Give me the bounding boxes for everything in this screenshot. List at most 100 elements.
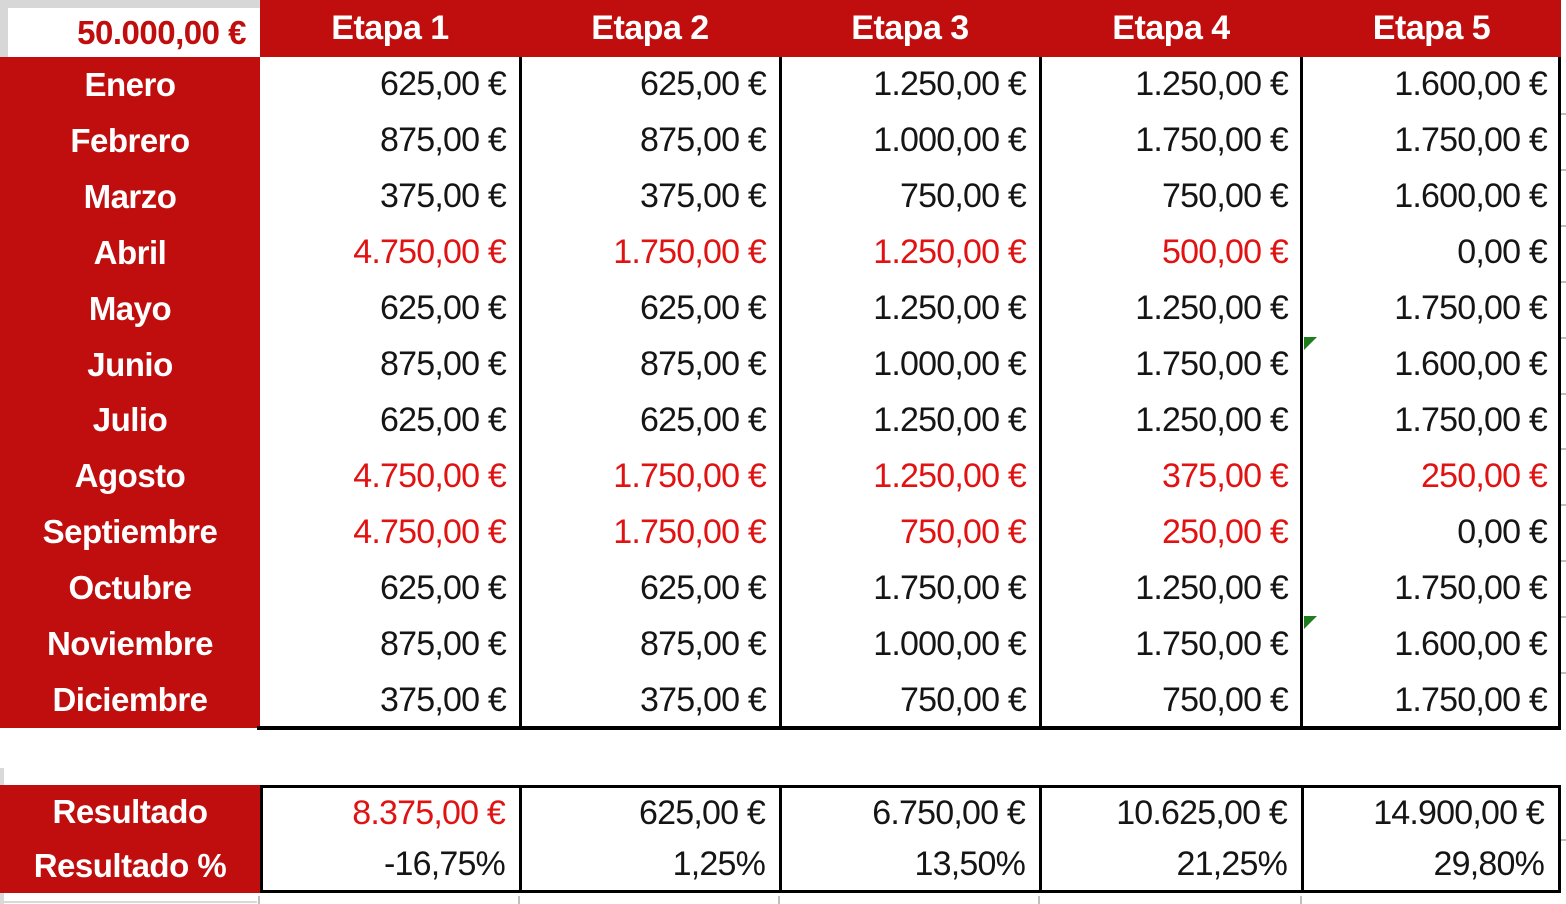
row-header-month[interactable]: Julio bbox=[0, 393, 260, 449]
budget-cell[interactable]: 50.000,00 € bbox=[8, 8, 260, 57]
cell-octubre-etapa4[interactable]: 1.250,00 € bbox=[1040, 560, 1302, 616]
result-total-etapa5[interactable]: 14.900,00 € bbox=[1301, 788, 1558, 839]
result-pct-etapa5[interactable]: 29,80% bbox=[1301, 839, 1558, 890]
cell-value: 250,00 € bbox=[1421, 456, 1548, 495]
cell-octubre-etapa2[interactable]: 625,00 € bbox=[520, 560, 780, 616]
cell-febrero-etapa5[interactable]: 1.750,00 € bbox=[1302, 113, 1561, 169]
cell-noviembre-etapa5[interactable]: 1.600,00 € bbox=[1302, 616, 1561, 672]
column-header-etapa5[interactable]: Etapa 5 bbox=[1302, 0, 1561, 57]
cell-agosto-etapa3[interactable]: 1.250,00 € bbox=[780, 448, 1040, 504]
result-pct-etapa4[interactable]: 21,25% bbox=[1039, 839, 1301, 890]
cell-febrero-etapa1[interactable]: 875,00 € bbox=[260, 113, 520, 169]
cell-value: 1.250,00 € bbox=[873, 65, 1027, 104]
cell-enero-etapa3[interactable]: 1.250,00 € bbox=[780, 57, 1040, 113]
cell-value: 1.750,00 € bbox=[873, 568, 1027, 607]
cell-enero-etapa2[interactable]: 625,00 € bbox=[520, 57, 780, 113]
results-row-header[interactable]: Resultado bbox=[0, 785, 260, 839]
row-header-month[interactable]: Diciembre bbox=[0, 672, 260, 728]
column-header-etapa1[interactable]: Etapa 1 bbox=[260, 0, 520, 57]
cell-value: 750,00 € bbox=[900, 177, 1027, 216]
column-header-etapa3[interactable]: Etapa 3 bbox=[780, 0, 1040, 57]
cell-octubre-etapa3[interactable]: 1.750,00 € bbox=[780, 560, 1040, 616]
cell-septiembre-etapa5[interactable]: 0,00 € bbox=[1302, 504, 1561, 560]
cell-noviembre-etapa1[interactable]: 875,00 € bbox=[260, 616, 520, 672]
cell-enero-etapa1[interactable]: 625,00 € bbox=[260, 57, 520, 113]
cell-junio-etapa5[interactable]: 1.600,00 € bbox=[1302, 336, 1561, 393]
cell-noviembre-etapa4[interactable]: 1.750,00 € bbox=[1040, 616, 1302, 672]
result-pct-etapa2[interactable]: 1,25% bbox=[519, 839, 779, 890]
cell-abril-etapa3[interactable]: 1.250,00 € bbox=[780, 225, 1040, 281]
cell-value: 1.000,00 € bbox=[873, 345, 1027, 384]
cell-mayo-etapa3[interactable]: 1.250,00 € bbox=[780, 281, 1040, 337]
cell-noviembre-etapa3[interactable]: 1.000,00 € bbox=[780, 616, 1040, 672]
cell-marzo-etapa1[interactable]: 375,00 € bbox=[260, 169, 520, 225]
results-pct-row-header[interactable]: Resultado % bbox=[0, 839, 260, 893]
cell-abril-etapa4[interactable]: 500,00 € bbox=[1040, 225, 1302, 281]
cell-septiembre-etapa4[interactable]: 250,00 € bbox=[1040, 504, 1302, 560]
column-header-etapa2[interactable]: Etapa 2 bbox=[520, 0, 780, 57]
cell-julio-etapa2[interactable]: 625,00 € bbox=[520, 393, 780, 449]
cell-marzo-etapa3[interactable]: 750,00 € bbox=[780, 169, 1040, 225]
result-total-etapa2[interactable]: 625,00 € bbox=[519, 788, 779, 839]
cell-diciembre-etapa3[interactable]: 750,00 € bbox=[780, 672, 1040, 728]
cell-junio-etapa2[interactable]: 875,00 € bbox=[520, 337, 780, 393]
row-header-month[interactable]: Septiembre bbox=[0, 504, 260, 560]
cell-septiembre-etapa2[interactable]: 1.750,00 € bbox=[520, 504, 780, 560]
cell-julio-etapa5[interactable]: 1.750,00 € bbox=[1302, 393, 1561, 449]
cell-agosto-etapa2[interactable]: 1.750,00 € bbox=[520, 448, 780, 504]
cell-diciembre-etapa4[interactable]: 750,00 € bbox=[1040, 672, 1302, 728]
cell-diciembre-etapa1[interactable]: 375,00 € bbox=[260, 672, 520, 728]
cell-mayo-etapa1[interactable]: 625,00 € bbox=[260, 281, 520, 337]
row-header-month[interactable]: Mayo bbox=[0, 281, 260, 337]
cell-noviembre-etapa2[interactable]: 875,00 € bbox=[520, 616, 780, 672]
cell-mayo-etapa4[interactable]: 1.250,00 € bbox=[1040, 281, 1302, 337]
cell-julio-etapa1[interactable]: 625,00 € bbox=[260, 393, 520, 449]
results-value-box: 8.375,00 € 625,00 € 6.750,00 € 10.625,00 € 1… bbox=[260, 785, 1561, 893]
cell-enero-etapa4[interactable]: 1.250,00 € bbox=[1040, 57, 1302, 113]
row-header-month[interactable]: Enero bbox=[0, 57, 260, 113]
result-pct-etapa1[interactable]: -16,75% bbox=[263, 839, 519, 890]
cell-diciembre-etapa2[interactable]: 375,00 € bbox=[520, 672, 780, 728]
cell-abril-etapa2[interactable]: 1.750,00 € bbox=[520, 225, 780, 281]
cell-mayo-etapa5[interactable]: 1.750,00 € bbox=[1302, 281, 1561, 337]
cell-marzo-etapa5[interactable]: 1.600,00 € bbox=[1302, 169, 1561, 225]
cell-marzo-etapa4[interactable]: 750,00 € bbox=[1040, 169, 1302, 225]
cell-agosto-etapa1[interactable]: 4.750,00 € bbox=[260, 448, 520, 504]
row-header-month[interactable]: Junio bbox=[0, 337, 260, 393]
row-header-month[interactable]: Abril bbox=[0, 225, 260, 281]
cell-septiembre-etapa3[interactable]: 750,00 € bbox=[780, 504, 1040, 560]
cell-octubre-etapa1[interactable]: 625,00 € bbox=[260, 560, 520, 616]
cell-abril-etapa1[interactable]: 4.750,00 € bbox=[260, 225, 520, 281]
row-header-month[interactable]: Noviembre bbox=[0, 616, 260, 672]
cell-abril-etapa5[interactable]: 0,00 € bbox=[1302, 225, 1561, 281]
cell-diciembre-etapa5[interactable]: 1.750,00 € bbox=[1302, 672, 1561, 728]
gridline-stub bbox=[1561, 839, 1566, 841]
row-header-month[interactable]: Febrero bbox=[0, 113, 260, 169]
row-header-month[interactable]: Agosto bbox=[0, 448, 260, 504]
cell-julio-etapa3[interactable]: 1.250,00 € bbox=[780, 393, 1040, 449]
result-total-etapa3[interactable]: 6.750,00 € bbox=[779, 788, 1039, 839]
cell-marzo-etapa2[interactable]: 375,00 € bbox=[520, 169, 780, 225]
result-total-etapa1[interactable]: 8.375,00 € bbox=[263, 788, 519, 839]
cell-julio-etapa4[interactable]: 1.250,00 € bbox=[1040, 393, 1302, 449]
column-header-etapa4[interactable]: Etapa 4 bbox=[1040, 0, 1302, 57]
cell-septiembre-etapa1[interactable]: 4.750,00 € bbox=[260, 504, 520, 560]
cell-octubre-etapa5[interactable]: 1.750,00 € bbox=[1302, 560, 1561, 616]
cell-junio-etapa1[interactable]: 875,00 € bbox=[260, 337, 520, 393]
cell-agosto-etapa4[interactable]: 375,00 € bbox=[1040, 448, 1302, 504]
row-header-month[interactable]: Marzo bbox=[0, 169, 260, 225]
cell-junio-etapa3[interactable]: 1.000,00 € bbox=[780, 337, 1040, 393]
cell-enero-etapa5[interactable]: 1.600,00 € bbox=[1302, 57, 1561, 113]
cell-febrero-etapa3[interactable]: 1.000,00 € bbox=[780, 113, 1040, 169]
cell-value: 1.250,00 € bbox=[1135, 289, 1289, 328]
cell-junio-etapa4[interactable]: 1.750,00 € bbox=[1040, 337, 1302, 393]
cell-value: 750,00 € bbox=[900, 680, 1027, 719]
row-header-month[interactable]: Octubre bbox=[0, 560, 260, 616]
result-total-etapa4[interactable]: 10.625,00 € bbox=[1039, 788, 1301, 839]
cell-agosto-etapa5[interactable]: 250,00 € bbox=[1302, 448, 1561, 504]
result-pct-etapa3[interactable]: 13,50% bbox=[779, 839, 1039, 890]
cell-mayo-etapa2[interactable]: 625,00 € bbox=[520, 281, 780, 337]
cell-febrero-etapa4[interactable]: 1.750,00 € bbox=[1040, 113, 1302, 169]
cell-febrero-etapa2[interactable]: 875,00 € bbox=[520, 113, 780, 169]
